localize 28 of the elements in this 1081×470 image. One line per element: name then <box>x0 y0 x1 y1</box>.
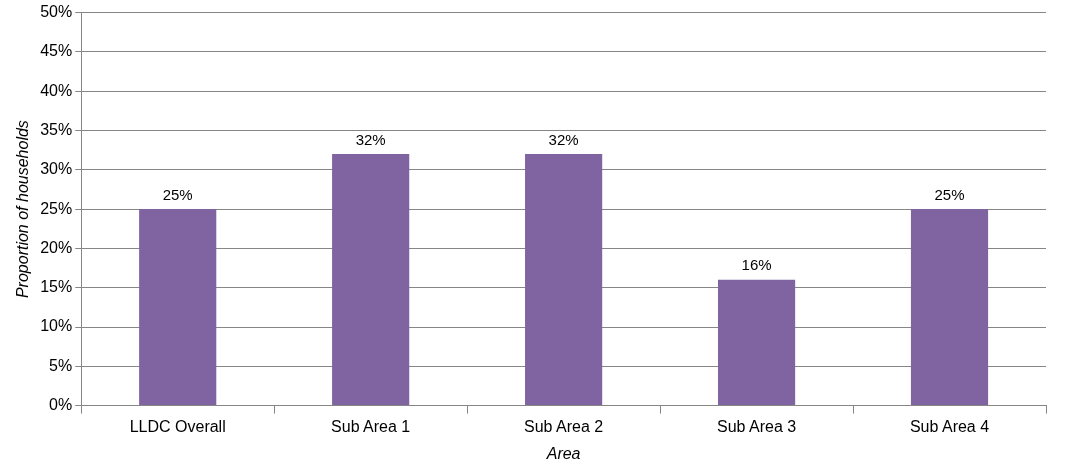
x-tick-label: Sub Area 4 <box>909 417 990 435</box>
x-axis-title: Area <box>545 444 581 462</box>
bar <box>717 279 796 406</box>
bar <box>525 154 603 406</box>
y-tick-label: 20% <box>40 238 73 256</box>
x-tick-label: Sub Area 1 <box>331 417 411 435</box>
bar <box>910 209 989 406</box>
y-tick-label: 10% <box>40 317 73 335</box>
y-axis-title: Proportion of households <box>14 120 32 299</box>
x-tick-label: Sub Area 3 <box>716 417 797 435</box>
x-tick-label: LLDC Overall <box>129 417 226 435</box>
y-tick-label: 25% <box>40 199 73 217</box>
y-tick-label: 15% <box>40 278 73 296</box>
data-label: 16% <box>741 256 772 274</box>
y-tick-label: 40% <box>40 81 73 99</box>
data-label: 32% <box>355 130 386 148</box>
data-label: 25% <box>934 185 965 203</box>
y-tick-label: 35% <box>40 120 73 138</box>
bar <box>332 154 410 406</box>
bar <box>139 209 217 406</box>
y-tick-label: 5% <box>49 356 73 374</box>
y-tick-label: 45% <box>40 42 73 60</box>
y-tick-label: 0% <box>49 396 73 414</box>
y-tick-label: 50% <box>40 3 73 21</box>
data-label: 32% <box>548 130 579 148</box>
y-tick-label: 30% <box>40 160 73 178</box>
data-label: 25% <box>162 185 193 203</box>
x-tick-label: Sub Area 2 <box>524 417 604 435</box>
